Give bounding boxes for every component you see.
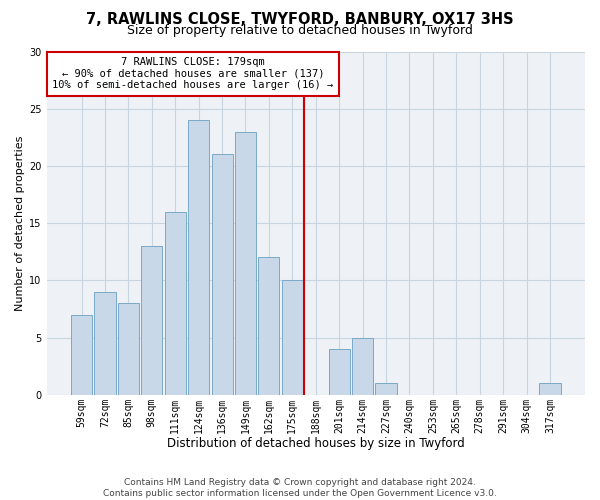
Text: 7 RAWLINS CLOSE: 179sqm
← 90% of detached houses are smaller (137)
10% of semi-d: 7 RAWLINS CLOSE: 179sqm ← 90% of detache… [52,57,334,90]
Bar [188,120,209,395]
Bar [141,246,163,395]
Bar [259,258,280,395]
Bar [282,280,303,395]
Bar [94,292,116,395]
Bar [118,304,139,395]
Text: Contains HM Land Registry data © Crown copyright and database right 2024.
Contai: Contains HM Land Registry data © Crown c… [103,478,497,498]
Bar [235,132,256,395]
Bar [376,384,397,395]
Bar [539,384,560,395]
Bar [352,338,373,395]
Bar [329,349,350,395]
X-axis label: Distribution of detached houses by size in Twyford: Distribution of detached houses by size … [167,437,464,450]
Bar [164,212,186,395]
Text: Size of property relative to detached houses in Twyford: Size of property relative to detached ho… [127,24,473,37]
Bar [71,314,92,395]
Y-axis label: Number of detached properties: Number of detached properties [15,136,25,311]
Text: 7, RAWLINS CLOSE, TWYFORD, BANBURY, OX17 3HS: 7, RAWLINS CLOSE, TWYFORD, BANBURY, OX17… [86,12,514,28]
Bar [212,154,233,395]
